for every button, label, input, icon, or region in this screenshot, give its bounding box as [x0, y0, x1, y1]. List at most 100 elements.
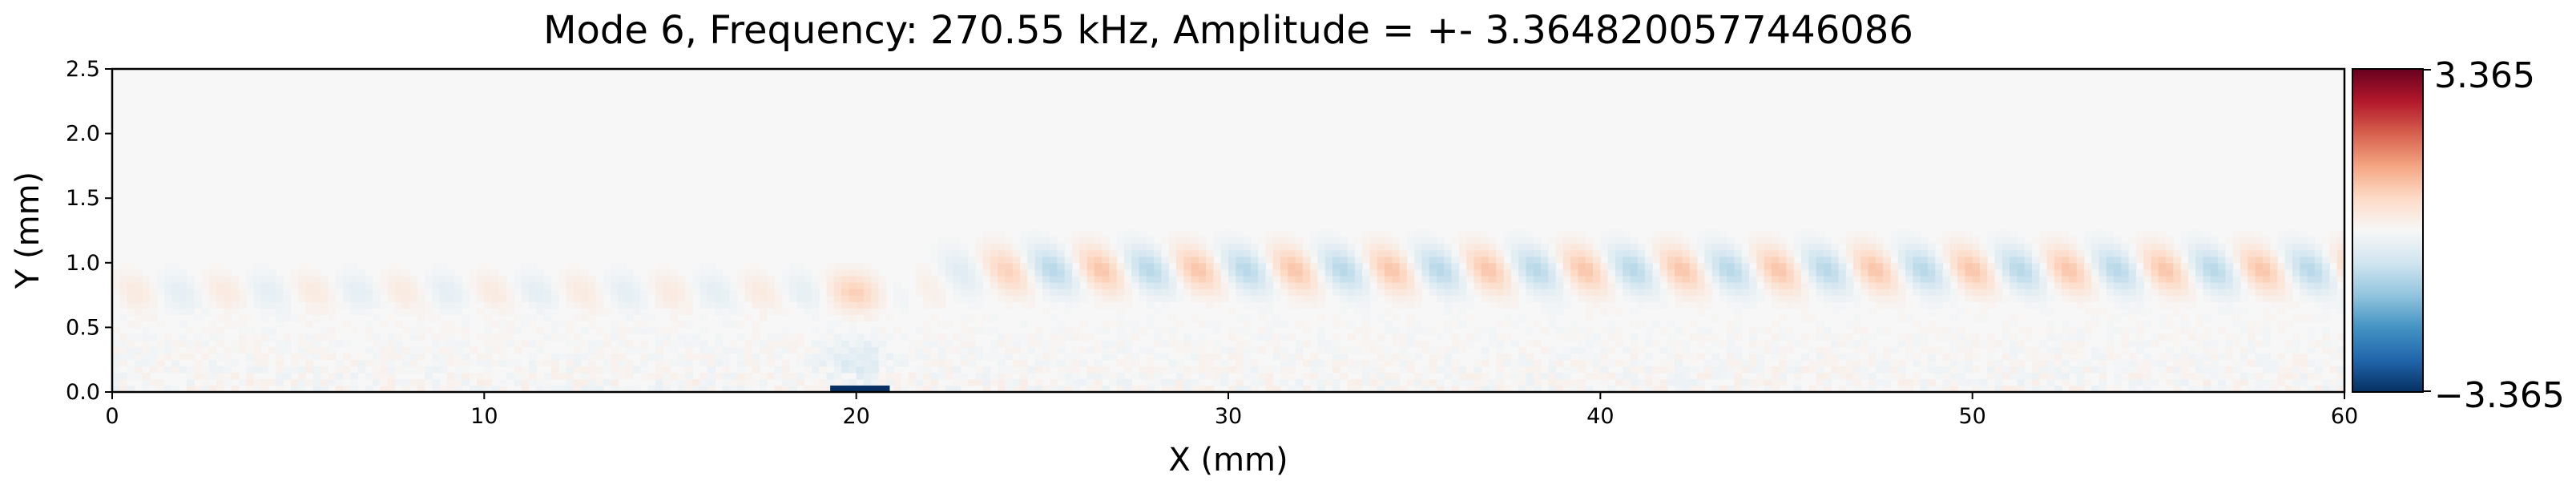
heatmap-cell [863, 366, 872, 374]
heatmap-cell [699, 372, 708, 380]
heatmap-cell [1704, 289, 1713, 296]
heatmap-cell [2255, 230, 2264, 238]
heatmap-cell [1935, 333, 1944, 341]
heatmap-cell [2336, 295, 2344, 302]
heatmap-cell [1154, 249, 1163, 257]
heatmap-cell [1503, 289, 1512, 296]
heatmap-cell [1741, 378, 1750, 386]
heatmap-cell [1942, 230, 1951, 238]
heatmap-cell [1250, 249, 1259, 257]
heatmap-cell [1570, 269, 1579, 277]
heatmap-cell [1161, 275, 1170, 283]
heatmap-cell [967, 262, 976, 270]
heatmap-cell [1890, 289, 1899, 296]
heatmap-cell [1570, 230, 1579, 238]
heatmap-cell [633, 281, 641, 289]
heatmap-cell [618, 301, 627, 309]
heatmap-cell [1689, 289, 1698, 296]
heatmap-cell [1005, 366, 1014, 374]
heatmap-cell [1897, 269, 1906, 277]
heatmap-cell [1161, 269, 1170, 277]
heatmap-cell [625, 314, 634, 321]
heatmap-cell [402, 359, 411, 367]
heatmap-cell [1012, 378, 1021, 386]
heatmap-cell [112, 346, 120, 354]
heatmap-cell [1064, 327, 1073, 335]
heatmap-cell [967, 378, 976, 386]
heatmap-cell [2031, 281, 2040, 289]
heatmap-cell [1362, 249, 1371, 257]
heatmap-cell [2187, 333, 2196, 341]
heatmap-cell [1965, 243, 1973, 251]
heatmap-cell [171, 340, 180, 348]
heatmap-cell [231, 385, 240, 392]
heatmap-cell [1764, 230, 1772, 238]
heatmap-cell [558, 385, 567, 392]
heatmap-cell [1481, 269, 1490, 277]
heatmap-cell [2300, 230, 2308, 238]
heatmap-cell [744, 340, 753, 348]
heatmap-cell [1518, 385, 1527, 392]
heatmap-cell [1659, 359, 1668, 367]
heatmap-cell [2255, 289, 2264, 296]
heatmap-cell [856, 289, 865, 296]
heatmap-cell [1913, 378, 1921, 386]
heatmap-cell [759, 340, 768, 348]
heatmap-cell [1607, 269, 1616, 277]
heatmap-cell [670, 301, 679, 309]
heatmap-cell [707, 372, 716, 380]
heatmap-cell [1585, 256, 1594, 264]
heatmap-cell [543, 301, 552, 309]
heatmap-cell [1005, 385, 1014, 392]
heatmap-cell [1600, 372, 1609, 380]
heatmap-cell [208, 327, 217, 335]
heatmap-cell [1473, 359, 1482, 367]
heatmap-cell [1458, 230, 1467, 238]
heatmap-cell [2284, 243, 2293, 251]
heatmap-cell [1883, 295, 1892, 302]
heatmap-cell [1682, 301, 1691, 309]
heatmap-cell [1243, 295, 1252, 302]
heatmap-cell [1957, 346, 1965, 354]
heatmap-cell [2151, 289, 2159, 296]
heatmap-cell [841, 378, 849, 386]
heatmap-cell [298, 372, 307, 380]
heatmap-cell [618, 372, 627, 380]
heatmap-cell [2106, 353, 2114, 361]
heatmap-cell [1860, 256, 1869, 264]
heatmap-cell [2031, 256, 2040, 264]
heatmap-cell [1860, 327, 1869, 335]
heatmap-cell [618, 269, 627, 277]
heatmap-cell [521, 262, 530, 270]
heatmap-cell [536, 340, 545, 348]
heatmap-cell [1385, 269, 1393, 277]
heatmap-cell [1332, 289, 1340, 296]
heatmap-cell [2262, 256, 2271, 264]
heatmap-cell [1749, 378, 1757, 386]
heatmap-cell [1607, 275, 1616, 283]
heatmap-cell [1444, 359, 1453, 367]
heatmap-cell [1183, 385, 1192, 392]
heatmap-cell [685, 353, 693, 361]
heatmap-cell [2314, 301, 2323, 309]
heatmap-cell [1541, 256, 1549, 264]
heatmap-cell [1236, 366, 1244, 374]
heatmap-cell [1324, 256, 1333, 264]
heatmap-cell [1868, 372, 1877, 380]
heatmap-cell [2106, 256, 2114, 264]
heatmap-cell [1123, 353, 1132, 361]
heatmap-cell [1429, 281, 1437, 289]
heatmap-cell [1458, 301, 1467, 309]
heatmap-cell [603, 340, 611, 348]
heatmap-cell [1771, 333, 1780, 341]
heatmap-cell [1481, 289, 1490, 296]
heatmap-cell [179, 308, 187, 315]
heatmap-cell [1191, 243, 1199, 251]
heatmap-cell [1340, 321, 1348, 328]
heatmap-cell [365, 359, 373, 367]
heatmap-cell [1890, 359, 1899, 367]
heatmap-cell [1652, 378, 1661, 386]
heatmap-cell [1868, 333, 1877, 341]
heatmap-cell [1473, 243, 1482, 251]
heatmap-cell [1175, 340, 1184, 348]
